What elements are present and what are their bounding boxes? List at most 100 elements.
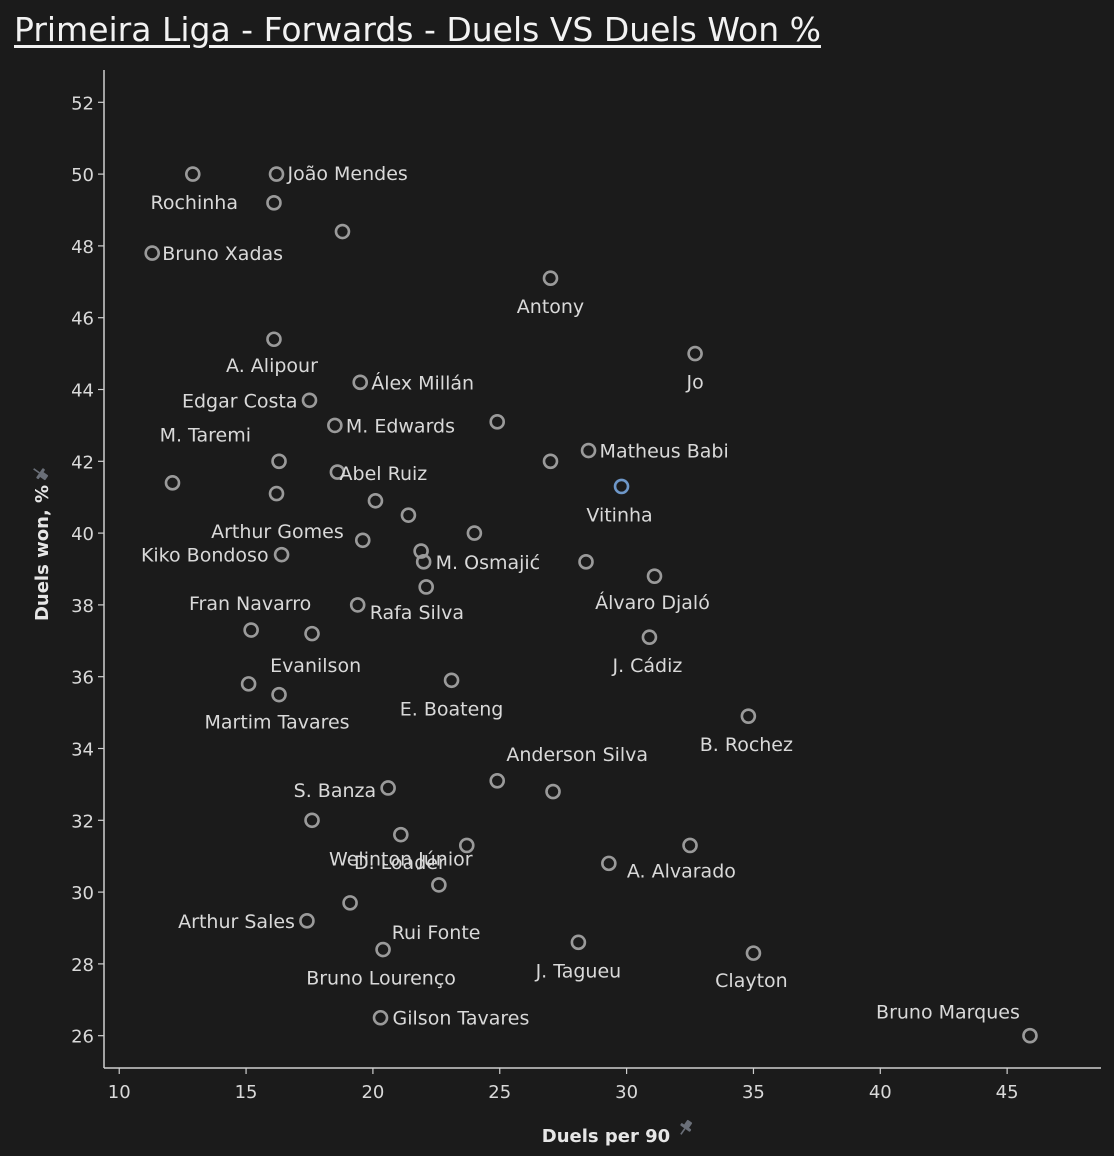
point-label: Edgar Costa xyxy=(182,390,298,412)
data-point[interactable] xyxy=(354,532,371,549)
data-point[interactable] xyxy=(466,525,483,541)
data-point[interactable] xyxy=(271,453,287,470)
y-axis-title: Duels won, % xyxy=(32,485,53,621)
data-point[interactable] xyxy=(327,417,343,434)
point-label: Jo xyxy=(685,372,703,394)
data-point[interactable] xyxy=(458,837,475,854)
chart-title: Primeira Liga - Forwards - Duels VS Duel… xyxy=(14,10,821,49)
data-point[interactable] xyxy=(184,166,201,182)
data-point[interactable] xyxy=(687,345,703,362)
data-point[interactable] xyxy=(1022,1027,1038,1044)
data-point[interactable] xyxy=(578,554,594,570)
data-point[interactable] xyxy=(144,245,161,261)
point-label: Anderson Silva xyxy=(506,744,648,766)
data-point[interactable] xyxy=(400,507,417,523)
point-label: João Mendes xyxy=(287,163,408,185)
x-tick-label: 45 xyxy=(996,1082,1019,1103)
data-point[interactable] xyxy=(301,392,318,409)
point-label: D. Loader xyxy=(354,852,446,874)
point-label: S. Banza xyxy=(294,780,376,802)
point-label: Gilson Tavares xyxy=(393,1008,530,1030)
x-axis-ticks: 10 15 20 25 30 35 40 45 xyxy=(108,1068,1019,1103)
data-point[interactable] xyxy=(380,780,396,796)
data-point[interactable] xyxy=(745,945,762,961)
data-point[interactable] xyxy=(646,568,663,584)
point-label: J. Cádiz xyxy=(611,655,682,677)
data-point[interactable] xyxy=(342,895,358,911)
data-point[interactable] xyxy=(304,812,320,829)
pin-icon[interactable] xyxy=(30,464,50,483)
data-point[interactable] xyxy=(266,331,282,348)
point-label: M. Osmajić xyxy=(436,552,540,574)
data-point[interactable] xyxy=(268,485,285,502)
y-tick-label: 46 xyxy=(71,309,94,330)
data-point[interactable] xyxy=(489,773,506,789)
point-label: Welinton Júnior xyxy=(329,849,473,871)
x-tick-label: 30 xyxy=(615,1082,638,1103)
point-label: Rui Fonte xyxy=(392,922,481,944)
x-tick-label: 35 xyxy=(742,1082,765,1103)
data-point[interactable] xyxy=(299,913,315,929)
data-point[interactable] xyxy=(580,442,597,459)
point-label: Evanilson xyxy=(270,655,361,677)
data-point-highlighted[interactable] xyxy=(613,478,630,495)
data-point[interactable] xyxy=(304,625,320,642)
data-point[interactable] xyxy=(352,374,369,391)
y-axis-ticks: 26 28 30 32 34 36 38 40 42 44 46 48 50 52 xyxy=(71,93,104,1048)
data-point[interactable] xyxy=(641,629,658,646)
data-point[interactable] xyxy=(329,464,346,480)
data-point[interactable] xyxy=(570,934,587,951)
data-point[interactable] xyxy=(372,1009,389,1026)
data-point[interactable] xyxy=(375,941,391,958)
y-tick-label: 44 xyxy=(71,381,94,402)
data-point[interactable] xyxy=(418,579,434,595)
data-point[interactable] xyxy=(273,546,290,563)
point-label: J. Tagueu xyxy=(535,960,622,982)
data-point[interactable] xyxy=(243,622,259,638)
data-point[interactable] xyxy=(431,877,447,893)
point-label: Antony xyxy=(517,296,584,318)
point-label: Álex Millán xyxy=(371,371,474,394)
data-point[interactable] xyxy=(489,414,506,430)
point-label: B. Rochez xyxy=(700,734,793,756)
data-point[interactable] xyxy=(164,475,181,491)
data-point[interactable] xyxy=(271,686,287,703)
y-tick-label: 30 xyxy=(71,883,94,904)
point-label: M. Taremi xyxy=(160,424,251,446)
point-label: E. Boateng xyxy=(400,698,504,720)
point-label: Kiko Bondoso xyxy=(141,545,269,567)
data-point[interactable] xyxy=(334,223,351,240)
y-tick-label: 48 xyxy=(71,237,94,258)
data-point[interactable] xyxy=(682,837,698,854)
data-point[interactable] xyxy=(601,855,617,872)
y-tick-label: 28 xyxy=(71,955,94,976)
point-label: A. Alvarado xyxy=(627,860,736,882)
y-tick-label: 40 xyxy=(71,524,94,545)
data-point[interactable] xyxy=(415,554,432,570)
point-label: Martim Tavares xyxy=(204,712,349,734)
data-point[interactable] xyxy=(268,166,285,182)
point-label: Arthur Sales xyxy=(178,911,295,933)
data-point[interactable] xyxy=(367,492,384,509)
pin-icon[interactable] xyxy=(676,1118,695,1138)
data-point[interactable] xyxy=(349,597,366,613)
data-point[interactable] xyxy=(443,672,460,689)
data-point[interactable] xyxy=(266,195,282,211)
data-point[interactable] xyxy=(542,270,559,287)
point-label: Abel Ruiz xyxy=(340,463,428,485)
x-tick-label: 15 xyxy=(235,1082,258,1103)
point-label: Vitinha xyxy=(586,504,652,526)
data-point[interactable] xyxy=(413,543,429,559)
data-point[interactable] xyxy=(542,453,559,470)
data-point[interactable] xyxy=(240,676,257,692)
data-point[interactable] xyxy=(393,826,409,843)
point-label: Fran Navarro xyxy=(189,593,311,615)
x-tick-label: 20 xyxy=(361,1082,384,1103)
point-label: Bruno Xadas xyxy=(162,243,283,265)
point-label: Bruno Marques xyxy=(876,1002,1020,1024)
y-tick-label: 34 xyxy=(71,739,94,760)
data-point[interactable] xyxy=(545,783,561,800)
data-point[interactable] xyxy=(740,708,757,724)
point-label: M. Edwards xyxy=(346,415,455,437)
y-tick-label: 52 xyxy=(71,93,94,114)
